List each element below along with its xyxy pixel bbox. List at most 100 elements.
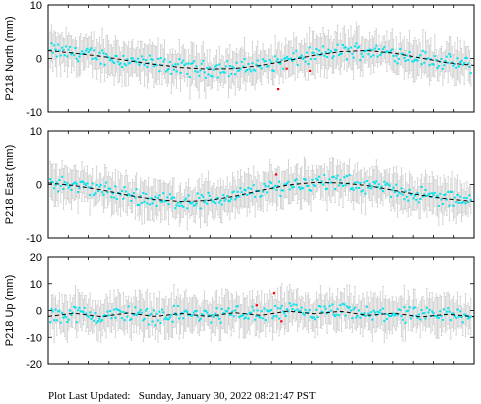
data-point bbox=[235, 305, 238, 308]
data-point bbox=[179, 71, 182, 74]
data-point bbox=[62, 187, 65, 190]
data-point bbox=[114, 316, 117, 319]
data-point bbox=[206, 202, 209, 205]
data-point bbox=[158, 194, 161, 197]
data-point bbox=[348, 50, 351, 53]
data-point bbox=[388, 315, 391, 318]
data-point bbox=[360, 190, 363, 193]
data-point bbox=[132, 192, 135, 195]
data-point bbox=[260, 67, 263, 70]
data-point bbox=[371, 185, 374, 188]
data-point bbox=[347, 47, 350, 50]
data-point bbox=[349, 46, 352, 49]
data-point bbox=[356, 314, 359, 317]
data-point bbox=[258, 65, 261, 68]
data-point bbox=[291, 308, 294, 311]
outlier-point bbox=[255, 304, 258, 307]
data-point bbox=[251, 305, 254, 308]
data-point bbox=[122, 197, 125, 200]
data-point bbox=[57, 310, 60, 313]
data-point bbox=[236, 69, 239, 72]
data-point bbox=[206, 311, 209, 314]
data-point bbox=[445, 198, 448, 201]
data-point bbox=[263, 182, 266, 185]
data-point bbox=[375, 44, 378, 47]
data-point bbox=[272, 186, 275, 189]
data-point bbox=[214, 202, 217, 205]
data-point bbox=[87, 51, 90, 54]
data-point bbox=[320, 52, 323, 55]
data-point bbox=[460, 201, 463, 204]
data-point bbox=[456, 308, 459, 311]
data-point bbox=[109, 59, 112, 62]
data-point bbox=[421, 195, 424, 198]
data-point bbox=[86, 182, 89, 185]
data-point bbox=[130, 199, 133, 202]
data-point bbox=[304, 308, 307, 311]
data-point bbox=[433, 314, 436, 317]
data-point bbox=[449, 55, 452, 58]
data-point bbox=[130, 57, 133, 60]
data-point bbox=[276, 185, 279, 188]
data-point bbox=[367, 312, 370, 315]
data-point bbox=[219, 71, 222, 74]
data-point bbox=[194, 70, 197, 73]
data-point bbox=[283, 57, 286, 60]
y-tick-label: 10 bbox=[30, 279, 42, 291]
data-point bbox=[397, 57, 400, 60]
data-point bbox=[250, 311, 253, 314]
data-point bbox=[373, 47, 376, 50]
data-point bbox=[299, 309, 302, 312]
y-axis-label: P218 Up (mm) bbox=[4, 275, 16, 347]
data-point bbox=[444, 60, 447, 63]
data-point bbox=[404, 59, 407, 62]
data-point bbox=[61, 46, 64, 49]
data-point bbox=[235, 61, 238, 64]
data-point bbox=[146, 202, 149, 205]
data-point bbox=[345, 58, 348, 61]
data-point bbox=[232, 67, 235, 70]
data-point bbox=[334, 187, 337, 190]
outlier-point bbox=[272, 292, 275, 295]
data-point bbox=[315, 48, 318, 51]
data-point bbox=[228, 313, 231, 316]
data-point bbox=[431, 192, 434, 195]
data-point bbox=[295, 178, 298, 181]
data-point bbox=[164, 70, 167, 73]
data-point bbox=[200, 194, 203, 197]
plot-updated-footer: Plot Last Updated: Sunday, January 30, 2… bbox=[48, 390, 316, 402]
data-point bbox=[420, 185, 423, 188]
data-point bbox=[395, 183, 398, 186]
data-point bbox=[447, 190, 450, 193]
data-point bbox=[158, 70, 161, 73]
data-point bbox=[304, 178, 307, 181]
data-point bbox=[54, 48, 57, 51]
data-point bbox=[219, 199, 222, 202]
data-point bbox=[449, 319, 452, 322]
data-point bbox=[464, 202, 467, 205]
data-point bbox=[223, 199, 226, 202]
data-point bbox=[89, 193, 92, 196]
data-point bbox=[231, 310, 234, 313]
data-point bbox=[155, 204, 158, 207]
data-point bbox=[140, 311, 143, 314]
data-point bbox=[192, 311, 195, 314]
data-point bbox=[222, 71, 225, 74]
data-point bbox=[445, 55, 448, 58]
data-point bbox=[95, 321, 98, 324]
data-point bbox=[170, 314, 173, 317]
data-point bbox=[380, 185, 383, 188]
data-point bbox=[170, 197, 173, 200]
data-point bbox=[204, 309, 207, 312]
data-point bbox=[294, 309, 297, 312]
data-point bbox=[163, 58, 166, 61]
data-point bbox=[409, 193, 412, 196]
data-point bbox=[412, 197, 415, 200]
data-point bbox=[230, 72, 233, 75]
data-point bbox=[400, 52, 403, 55]
data-point bbox=[351, 52, 354, 55]
data-point bbox=[445, 310, 448, 313]
data-point bbox=[91, 182, 94, 185]
data-point bbox=[437, 64, 440, 67]
data-point bbox=[367, 186, 370, 189]
